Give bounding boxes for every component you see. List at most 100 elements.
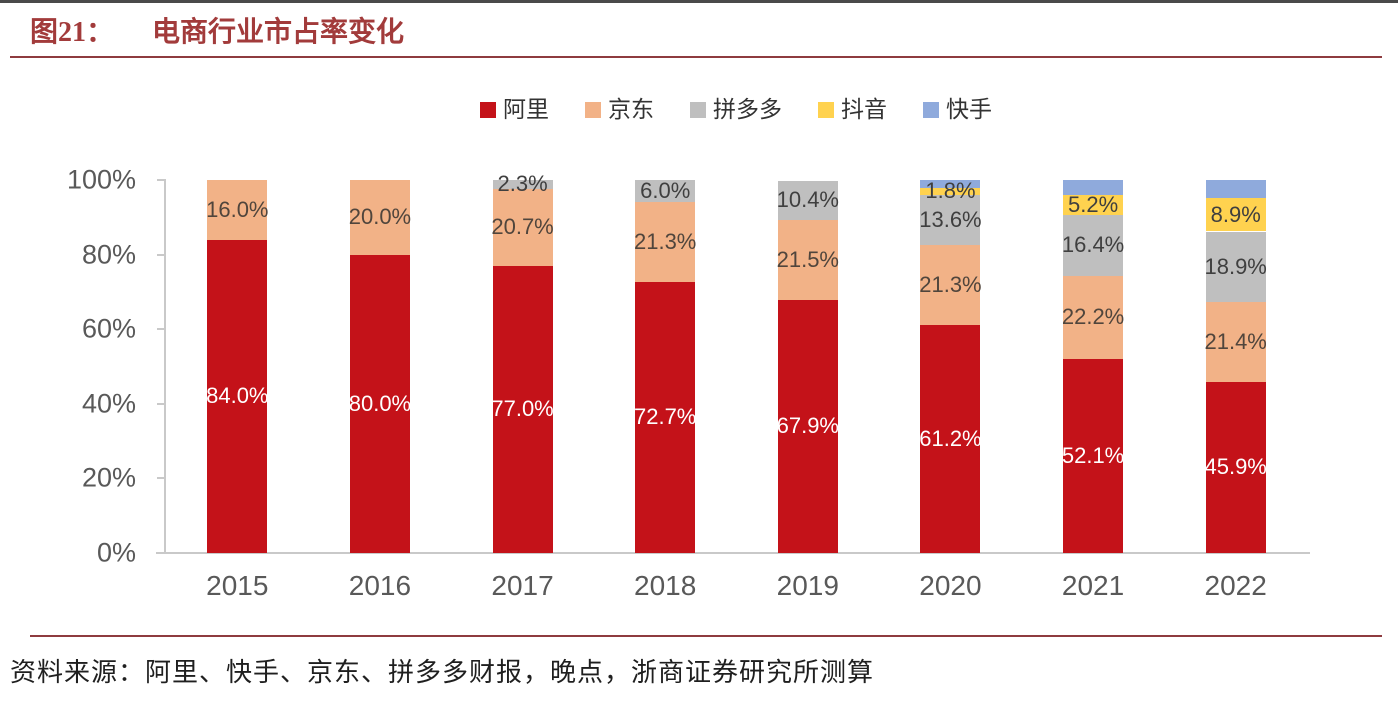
bar-segment: 10.4% xyxy=(776,180,840,220)
bar-value-label: 72.7% xyxy=(633,404,697,430)
bar-segment: 52.1% xyxy=(1061,358,1125,553)
bar-segment: 13.6% xyxy=(919,194,982,246)
legend-label: 阿里 xyxy=(503,96,549,122)
bar-value-label: 20.7% xyxy=(491,214,554,240)
bar-segment: 61.2% xyxy=(919,324,982,553)
y-tick-label: 0% xyxy=(96,537,136,568)
bar-segment: 1.8% xyxy=(920,180,981,202)
bar-group-2022: 45.9% 21.4% 18.9% 8.9% xyxy=(1164,180,1307,553)
y-tick-mark xyxy=(157,328,166,331)
x-axis-label: 2020 xyxy=(919,570,982,601)
bar-value-label: 5.2% xyxy=(1067,192,1119,217)
bar-value-label: 52.1% xyxy=(1061,442,1125,468)
footer-divider-line xyxy=(30,635,1382,637)
title-divider-line xyxy=(10,56,1382,58)
legend-swatch-icon xyxy=(480,101,496,118)
bar-segment: 67.9% xyxy=(776,299,840,553)
source-note: 资料来源：阿里、快手、京东、拼多多财报，晚点，浙商证券研究所测算 xyxy=(10,658,875,687)
bar-group-2017: 77.0% 20.7% 2.3% xyxy=(451,173,594,553)
y-tick-mark xyxy=(157,402,166,405)
bar-value-label: 21.3% xyxy=(633,229,697,255)
x-axis-baseline xyxy=(156,552,1310,554)
plot-area: 84.0% 16.0% 80.0% 20.0% 77.0% 20.7% 2.3% 72.7% 2… xyxy=(157,173,1307,554)
y-tick-mark xyxy=(157,179,166,181)
stacked-bar: 77.0% 20.7% 2.3% xyxy=(491,173,554,553)
bar-value-label: 84.0% xyxy=(206,383,269,409)
y-tick-mark xyxy=(157,552,166,554)
x-axis-label: 2015 xyxy=(206,570,269,601)
y-tick-label: 20% xyxy=(81,462,136,493)
bar-value-label: 67.9% xyxy=(776,413,840,439)
bar-segment: 21.5% xyxy=(776,219,840,300)
bar-segment xyxy=(1063,180,1124,196)
chart-legend: 阿里 京东 拼多多 抖音 快手 xyxy=(165,98,1307,121)
bar-segment: 2.3% xyxy=(492,173,553,195)
bar-value-label: 18.9% xyxy=(1204,253,1267,279)
bar-segment: 72.7% xyxy=(633,281,697,553)
y-tick-label: 40% xyxy=(81,388,136,419)
bar-group-2020: 61.2% 21.3% 13.6% 1.8% xyxy=(879,180,1022,553)
bar-segment: 16.4% xyxy=(1061,214,1125,276)
bar-segment: 18.9% xyxy=(1204,231,1267,302)
legend-item: 拼多多 xyxy=(690,98,782,121)
y-tick-label: 80% xyxy=(81,239,136,270)
legend-swatch-icon xyxy=(923,101,939,118)
y-tick-label: 100% xyxy=(66,164,136,195)
bar-value-label: 61.2% xyxy=(919,425,982,451)
legend-label: 拼多多 xyxy=(713,96,782,122)
bar-segment xyxy=(1205,180,1266,199)
bar-group-2018: 72.7% 21.3% 6.0% xyxy=(594,180,737,553)
y-tick-mark xyxy=(157,253,166,256)
stacked-bar: 72.7% 21.3% 6.0% xyxy=(633,180,697,553)
legend-swatch-icon xyxy=(818,101,834,118)
stacked-bar: 67.9% 21.5% 10.4% xyxy=(776,180,840,553)
bar-value-label: 45.9% xyxy=(1204,454,1267,480)
stacked-bar: 45.9% 21.4% 18.9% 8.9% xyxy=(1204,180,1267,553)
bar-segment xyxy=(920,180,981,188)
x-axis-labels: 2015 2016 2017 2018 2019 2020 2021 2022 xyxy=(166,570,1307,602)
x-axis-label: 2022 xyxy=(1204,570,1267,601)
bar-value-label: 77.0% xyxy=(491,396,554,422)
bar-segment: 8.9% xyxy=(1205,198,1266,232)
stacked-bar: 80.0% 20.0% xyxy=(348,180,412,553)
x-axis-label: 2017 xyxy=(491,570,554,601)
bar-segment: 22.2% xyxy=(1061,275,1125,359)
y-tick-label: 60% xyxy=(81,313,136,344)
bar-value-label: 2.3% xyxy=(497,171,548,197)
bar-group-2019: 67.9% 21.5% 10.4% xyxy=(737,180,880,553)
bar-value-label: 21.3% xyxy=(919,272,982,298)
bar-value-label: 16.0% xyxy=(206,196,269,222)
legend-swatch-icon xyxy=(690,101,706,118)
legend-item: 快手 xyxy=(923,98,992,121)
legend-label: 京东 xyxy=(608,96,654,122)
y-tick-mark xyxy=(157,477,166,480)
legend-swatch-icon xyxy=(585,101,601,118)
stacked-bar: 52.1% 22.2% 16.4% 5.2% xyxy=(1061,180,1125,553)
bar-value-label: 21.4% xyxy=(1204,328,1267,354)
legend-label: 快手 xyxy=(946,96,992,122)
bar-segment: 45.9% xyxy=(1204,381,1267,553)
bar-value-label: 22.2% xyxy=(1061,304,1125,330)
top-border-strip xyxy=(0,0,1398,3)
bar-segment: 20.7% xyxy=(491,188,554,266)
bar-segment: 77.0% xyxy=(491,265,554,553)
bar-value-label: 21.5% xyxy=(776,246,840,272)
bar-segment: 21.4% xyxy=(1204,301,1267,382)
bar-segment: 21.3% xyxy=(919,245,982,325)
bar-segment: 84.0% xyxy=(206,239,269,553)
figure-header: 图21： 电商行业市占率变化 xyxy=(30,10,404,50)
x-axis-label: 2019 xyxy=(776,570,839,601)
x-axis-label: 2018 xyxy=(634,570,697,601)
legend-item: 抖音 xyxy=(818,98,887,121)
bar-value-label: 1.8% xyxy=(925,178,976,204)
bar-value-label: 20.0% xyxy=(348,204,412,230)
y-axis-labels: 0% 20% 40% 60% 80% 100% xyxy=(50,166,150,566)
bar-value-label: 10.4% xyxy=(776,187,840,213)
y-axis-line xyxy=(164,179,166,554)
bar-segment: 16.0% xyxy=(206,180,269,240)
bar-segment: 21.3% xyxy=(633,202,697,282)
bar-value-label: 16.4% xyxy=(1061,232,1125,258)
bar-segment: 20.0% xyxy=(348,180,412,255)
x-axis-label: 2016 xyxy=(348,570,412,601)
